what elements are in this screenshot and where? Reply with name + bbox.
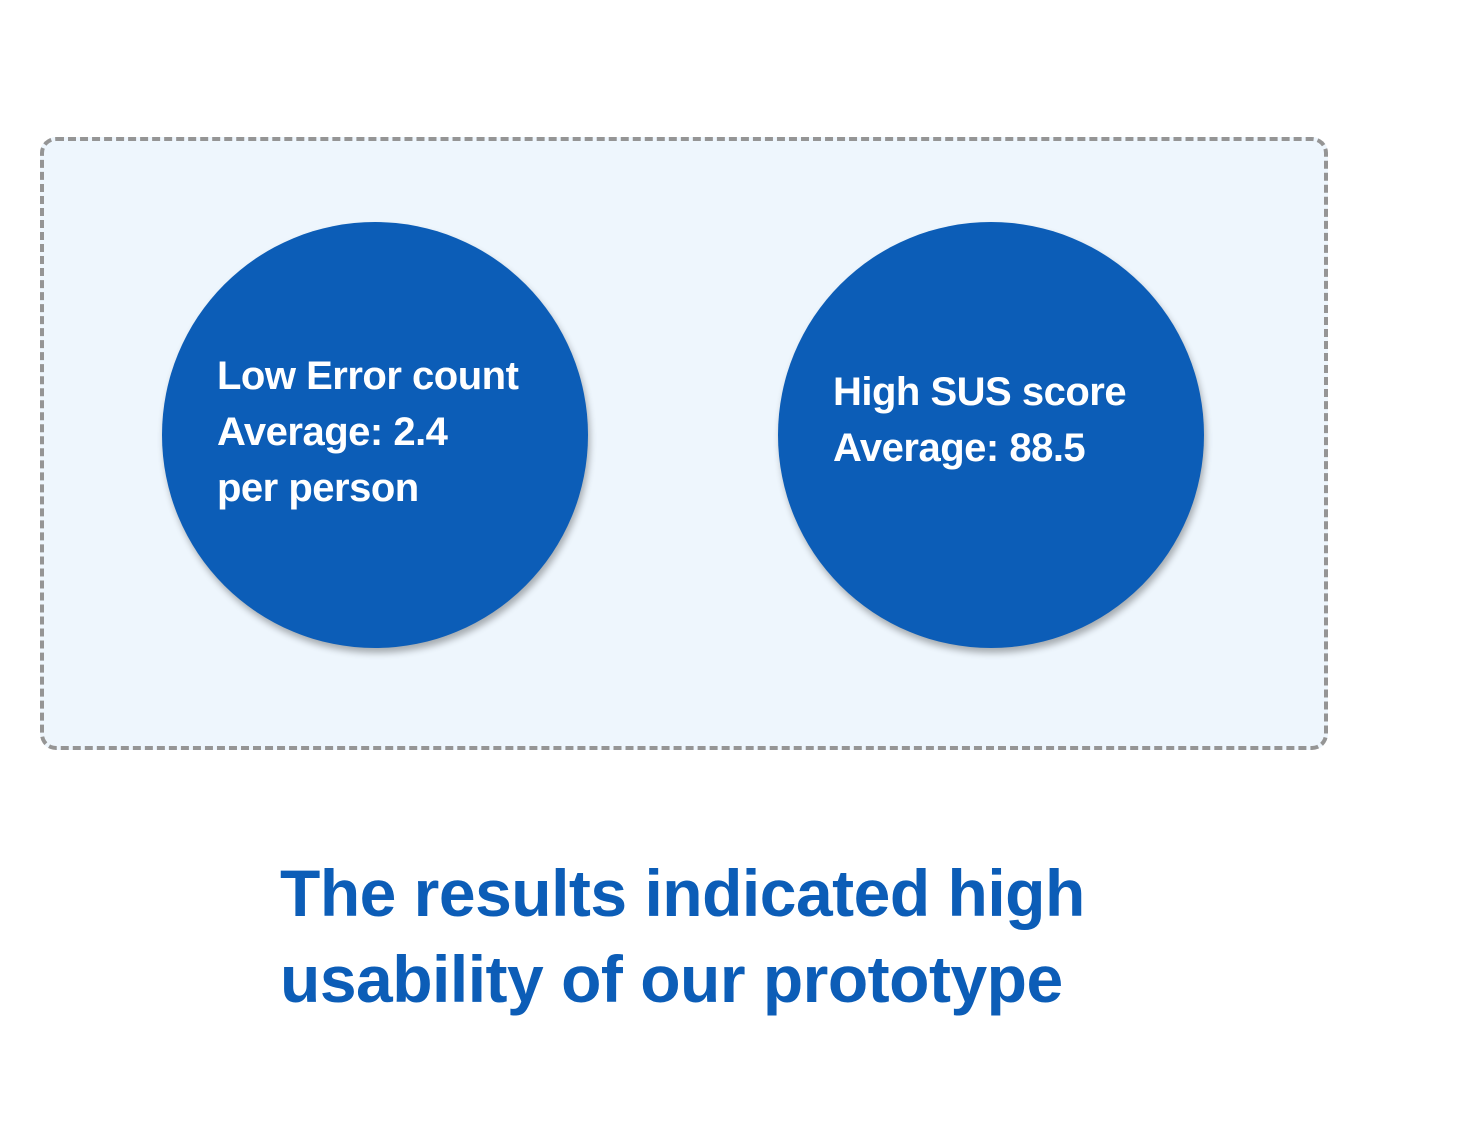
- sus-score-average: Average: 88.5: [833, 426, 1086, 470]
- error-count-title: Low Error count: [217, 354, 519, 398]
- results-caption: The results indicated high usability of …: [280, 850, 1280, 1022]
- error-count-circle: Low Error count Average: 2.4 per person: [162, 222, 588, 648]
- caption-line-2: usability of our prototype: [280, 942, 1063, 1016]
- caption-line-1: The results indicated high: [280, 856, 1085, 930]
- error-count-unit: per person: [217, 466, 419, 510]
- sus-score-circle: High SUS score Average: 88.5: [778, 222, 1204, 648]
- sus-score-title: High SUS score: [833, 370, 1127, 414]
- error-count-average: Average: 2.4: [217, 410, 448, 454]
